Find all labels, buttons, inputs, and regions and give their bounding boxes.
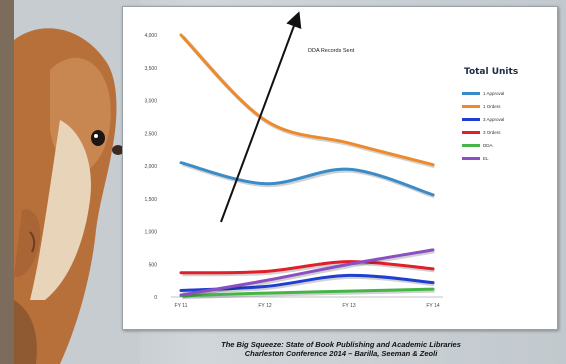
legend-swatch — [462, 130, 480, 134]
caption-line-1: The Big Squeeze: State of Book Publishin… — [221, 340, 461, 349]
legend-item: 1 Approval — [462, 87, 552, 99]
series-line-shadow — [182, 288, 435, 300]
y-tick-label: 3,500 — [144, 66, 157, 72]
y-tick-label: 1,000 — [144, 230, 157, 236]
series-line-shadow — [182, 249, 435, 299]
legend-item: EL — [462, 152, 552, 164]
legend-item: 1 Orders — [462, 100, 552, 112]
series-line-2 — [179, 33, 435, 167]
series-line-4 — [179, 260, 435, 275]
chart-legend: Total Units 1 Approval 1 Orders 3 Approval… — [462, 67, 552, 165]
legend-label: 3 Approval — [483, 116, 505, 122]
x-tick-label: FY 12 — [258, 303, 271, 309]
series-line-shadow — [181, 35, 435, 169]
x-tick-label: FY 14 — [426, 303, 439, 309]
y-tick-label: 3,000 — [144, 99, 157, 105]
slide-caption: The Big Squeeze: State of Book Publishin… — [186, 340, 496, 358]
legend-label: 1 Orders — [483, 103, 501, 109]
y-tick-label: 500 — [149, 262, 158, 268]
y-tick-label: 0 — [154, 295, 157, 301]
legend-item: 3 Orders — [462, 126, 552, 138]
y-tick-label: 1,500 — [144, 197, 157, 203]
y-tick-label: 2,500 — [144, 131, 157, 137]
series-line-6 — [179, 248, 435, 297]
legend-swatch — [462, 143, 480, 147]
legend-swatch — [462, 156, 480, 160]
legend-item: 3 Approval — [462, 113, 552, 125]
caption-line-2: Charleston Conference 2014 – Barilla, Se… — [244, 349, 438, 358]
annotation-arrow — [220, 11, 302, 223]
series-line-1 — [179, 161, 435, 197]
legend-label: EL — [483, 155, 489, 161]
series-line-5 — [179, 287, 435, 298]
x-tick-label: FY 11 — [175, 303, 188, 309]
y-tick-label: 2,000 — [144, 164, 157, 170]
line-chart: 05001,0001,5002,0002,5003,0003,5004,000 … — [144, 11, 443, 309]
legend-label: 3 Orders — [483, 129, 501, 135]
squirrel-photo — [0, 0, 140, 364]
legend-label: 1 Approval — [483, 90, 505, 96]
y-tick-label: 4,000 — [144, 33, 157, 39]
legend-label: DDA — [483, 142, 493, 148]
annotation-label: DDA Records Sent — [308, 48, 355, 54]
chart-panel: 0 500 1,000 1,500 2,000 2,500 3,000 3,500 4,000 … — [122, 6, 558, 330]
legend-swatch — [462, 91, 480, 95]
legend-item: DDA — [462, 139, 552, 151]
legend-swatch — [462, 104, 480, 108]
legend-swatch — [462, 117, 480, 121]
x-tick-label: FY 13 — [342, 303, 355, 309]
legend-title: Total Units — [464, 67, 519, 77]
